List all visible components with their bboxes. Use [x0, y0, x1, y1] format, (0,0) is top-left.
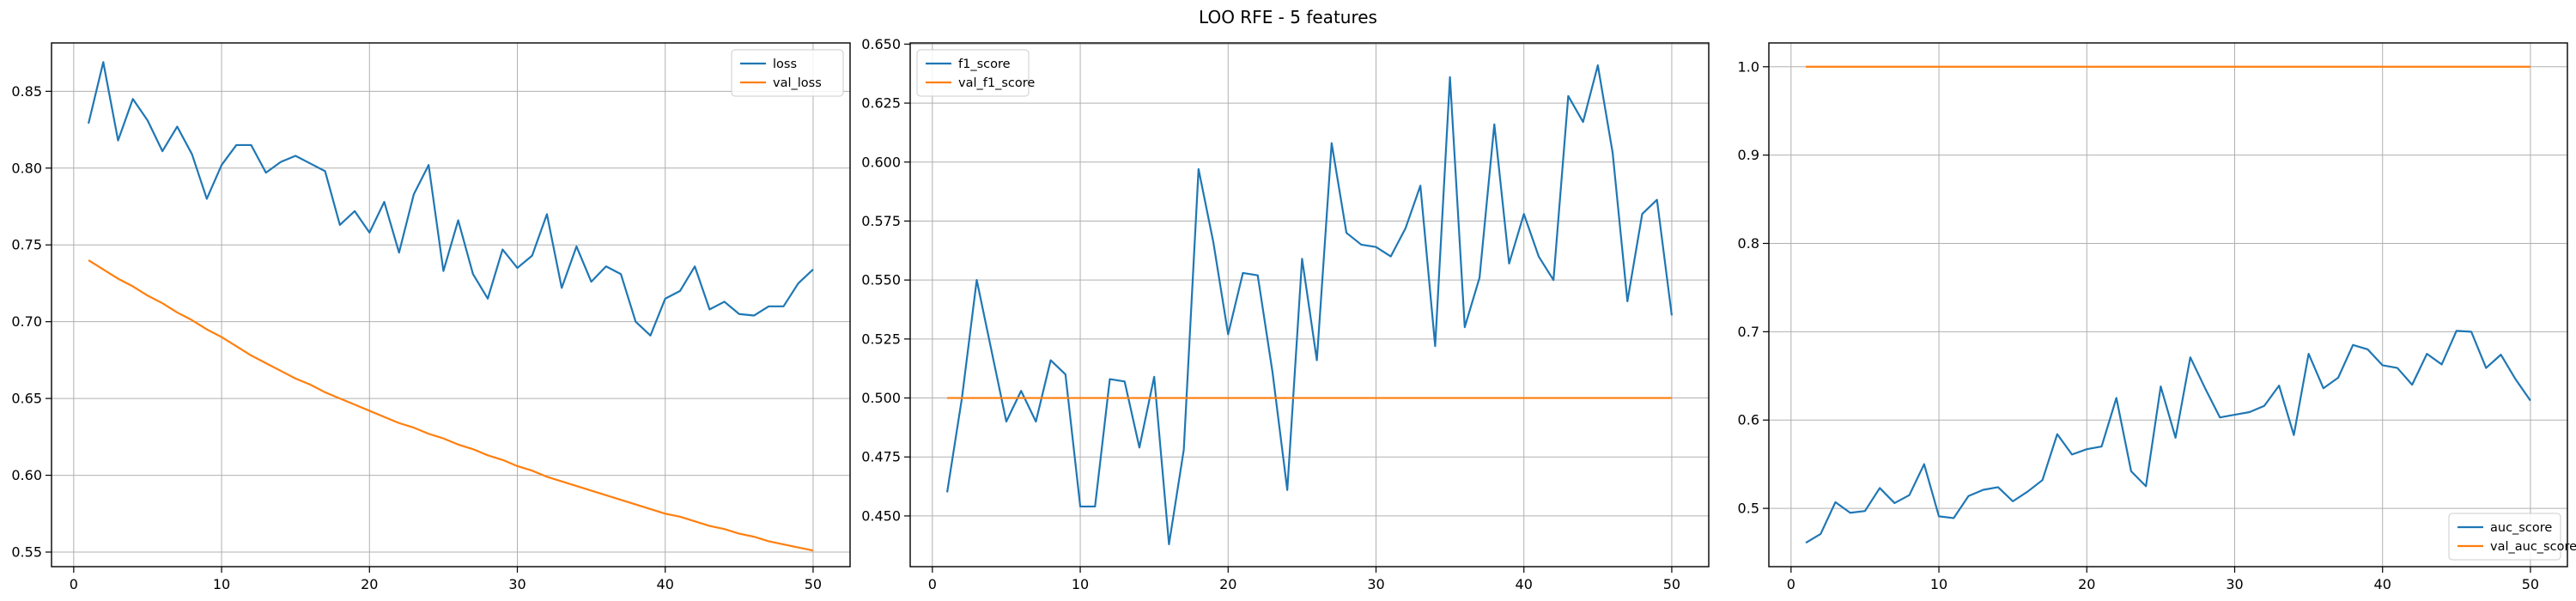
x-tick-label: 20 [2078, 576, 2095, 592]
legend-label: f1_score [958, 58, 1011, 71]
legend: auc_score val_auc_score [2448, 513, 2576, 561]
plot-frame [1768, 42, 2568, 568]
y-tick-label: 0.85 [11, 83, 42, 100]
x-tick-label: 20 [361, 576, 378, 592]
y-tick-label: 0.500 [861, 390, 901, 406]
x-tick-label: 40 [1516, 576, 1533, 592]
y-tick-label: 0.450 [861, 507, 901, 524]
y-tick-label: 1.0 [1738, 58, 1759, 75]
x-tick-label: 10 [213, 576, 230, 592]
legend-box [916, 49, 1030, 97]
x-tick-label: 0 [928, 576, 937, 592]
y-tick-label: 0.70 [11, 313, 42, 330]
chart-1: 0 10 20 30 40 50 0.55 0.60 0.65 0.70 0.75 0.80 0.85 l… [11, 42, 851, 592]
legend-label: auc_score [2490, 521, 2552, 535]
x-tick-label: 20 [1219, 576, 1236, 592]
x-tick-label: 30 [1367, 576, 1384, 592]
legend-box [2448, 513, 2561, 561]
y-tick-label: 0.525 [861, 331, 901, 347]
plot-area [1769, 43, 2567, 567]
y-tick-label: 0.80 [11, 160, 42, 176]
figure-title: LOO RFE - 5 features [1199, 7, 1377, 27]
y-tick-label: 0.575 [861, 213, 901, 229]
legend-label: val_loss [773, 76, 822, 90]
y-tick-label: 0.55 [11, 544, 42, 561]
series-line-val-loss [88, 259, 814, 552]
legend: loss val_loss [731, 49, 844, 97]
legend-box [731, 49, 844, 97]
x-tick-label: 0 [1787, 576, 1795, 592]
y-tick-label: 0.8 [1738, 235, 1759, 252]
x-tick-label: 10 [1072, 576, 1089, 592]
legend-label: val_f1_score [958, 76, 1035, 90]
y-tick-label: 0.650 [861, 36, 901, 52]
x-tick-label: 30 [2226, 576, 2243, 592]
chart-2: 0 10 20 30 40 50 0.450 0.475 0.500 0.525 0.550 0.57… [861, 36, 1710, 592]
x-tick-label: 50 [1663, 576, 1680, 592]
y-tick-label: 0.5 [1738, 501, 1759, 517]
y-tick-label: 0.600 [861, 154, 901, 170]
y-tick-label: 0.7 [1738, 324, 1759, 340]
y-tick-label: 0.625 [861, 95, 901, 112]
y-tick-label: 0.60 [11, 467, 42, 483]
series-line-f1-score [945, 64, 1674, 546]
x-tick-label: 40 [657, 576, 674, 592]
y-tick-label: 0.475 [861, 449, 901, 465]
y-tick-label: 0.550 [861, 272, 901, 288]
series-line-auc-score [1805, 330, 2531, 544]
x-tick-label: 50 [805, 576, 822, 592]
x-tick-label: 50 [2522, 576, 2539, 592]
x-tick-label: 10 [1930, 576, 1947, 592]
y-tick-label: 0.9 [1738, 147, 1759, 163]
y-tick-label: 0.65 [11, 391, 42, 407]
x-tick-label: 40 [2374, 576, 2391, 592]
y-tick-label: 0.75 [11, 237, 42, 253]
x-tick-label: 0 [70, 576, 78, 592]
legend-label: val_auc_score [2490, 540, 2576, 554]
plot-frame [51, 42, 851, 568]
y-tick-label: 0.6 [1738, 412, 1759, 428]
chart-3: 0 10 20 30 40 50 0.5 0.6 0.7 0.8 0.9 1.0 auc_scoreva… [1738, 42, 2576, 592]
plot-area [52, 43, 850, 567]
series-line-loss [87, 61, 814, 337]
legend-label: loss [773, 58, 797, 71]
plot-frame [909, 42, 1710, 568]
legend: f1_score val_f1_score [916, 49, 1035, 97]
x-tick-label: 30 [508, 576, 526, 592]
